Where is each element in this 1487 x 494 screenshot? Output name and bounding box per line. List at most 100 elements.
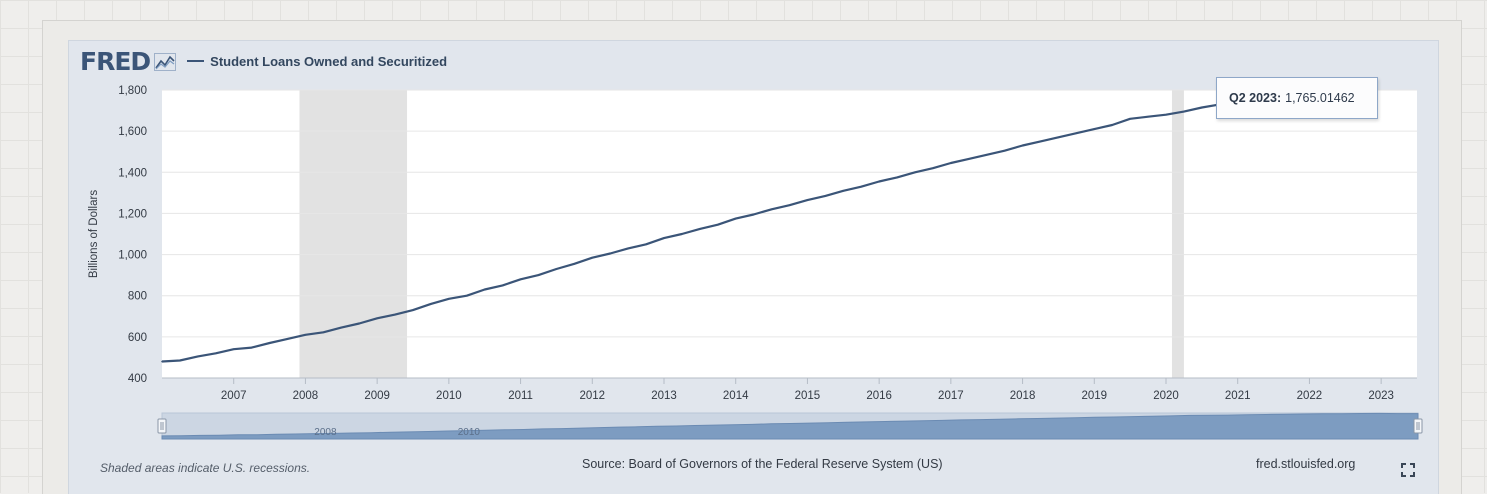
x-tick-label: 2019 — [1081, 390, 1107, 402]
fullscreen-icon[interactable] — [1401, 463, 1415, 477]
data-point — [179, 359, 181, 362]
data-point — [555, 268, 558, 270]
x-tick-label: 2011 — [508, 390, 533, 402]
data-point — [232, 348, 235, 351]
navigator-series — [161, 412, 1419, 440]
chart-header: FRED Student Loans Owned and Securitized — [80, 46, 447, 76]
data-point — [340, 326, 343, 329]
data-point — [1183, 110, 1185, 113]
data-point — [716, 223, 719, 226]
y-tick-label: 1,600 — [118, 126, 147, 138]
fred-logo[interactable]: FRED — [80, 46, 151, 76]
x-tick-label: 2016 — [866, 390, 892, 402]
navigator-label: 2010 — [458, 427, 481, 438]
navigator-handle-right[interactable] — [1413, 418, 1423, 434]
data-point — [537, 274, 540, 276]
data-point — [824, 195, 827, 197]
y-axis-label: Billions of Dollars — [88, 190, 100, 278]
series-legend-swatch — [187, 60, 205, 62]
data-point — [394, 313, 396, 316]
tooltip-label: Q2 2023: — [1229, 91, 1282, 105]
data-point — [950, 162, 952, 164]
data-point — [1129, 118, 1131, 120]
data-point — [430, 303, 432, 305]
data-point — [519, 278, 522, 281]
y-tick-label: 1,000 — [118, 250, 147, 262]
y-tick-label: 400 — [128, 373, 147, 385]
data-point — [214, 352, 217, 355]
data-point — [501, 284, 504, 287]
x-tick-label: 2021 — [1225, 390, 1251, 402]
data-point — [985, 154, 988, 156]
x-tick-label: 2013 — [651, 390, 677, 402]
data-point — [896, 176, 898, 179]
data-point — [286, 338, 289, 340]
data-point — [1111, 124, 1114, 126]
x-tick-label: 2009 — [364, 390, 390, 402]
data-point — [250, 346, 253, 349]
navigator-label: 2008 — [314, 427, 337, 438]
data-point — [268, 342, 271, 344]
x-tick-label: 2014 — [723, 390, 749, 402]
data-point — [932, 167, 934, 169]
y-tick-label: 600 — [128, 332, 147, 344]
x-tick-label: 2018 — [1010, 390, 1036, 402]
y-tick-label: 800 — [128, 291, 147, 303]
x-tick-label: 2008 — [293, 390, 319, 402]
data-point — [878, 180, 880, 183]
data-point — [788, 204, 791, 206]
y-tick-label: 1,800 — [118, 85, 147, 97]
source-link[interactable]: fred.stlouisfed.org — [1256, 457, 1356, 471]
data-point — [448, 298, 450, 300]
data-point — [483, 288, 486, 291]
data-tooltip: Q2 2023: 1,765.01462 — [1216, 77, 1378, 119]
y-tick-label: 1,200 — [118, 208, 147, 220]
data-point — [1039, 140, 1042, 143]
data-point — [699, 228, 701, 230]
tooltip-value: 1,765.01462 — [1285, 91, 1355, 105]
data-point — [161, 360, 163, 363]
data-point — [1201, 106, 1203, 109]
data-point — [770, 208, 773, 211]
fred-logo-chart-icon — [154, 53, 177, 71]
data-point — [1021, 144, 1024, 147]
data-point — [752, 213, 755, 216]
navigator-handle-left[interactable] — [157, 418, 167, 434]
data-point — [358, 322, 361, 325]
data-point — [645, 243, 647, 246]
data-point — [967, 158, 970, 160]
data-point — [465, 294, 468, 297]
data-point — [197, 355, 199, 358]
x-tick-label: 2015 — [795, 390, 821, 402]
recession-band — [1171, 90, 1184, 378]
series-title[interactable]: Student Loans Owned and Securitized — [210, 53, 448, 69]
data-point — [1147, 115, 1149, 118]
data-point — [609, 252, 612, 255]
x-tick-label: 2022 — [1297, 390, 1323, 402]
data-point — [573, 263, 576, 265]
x-tick-label: 2012 — [579, 390, 605, 402]
x-tick-label: 2020 — [1153, 390, 1179, 402]
y-tick-label: 1,400 — [118, 167, 147, 179]
data-point — [1057, 136, 1060, 139]
data-point — [412, 309, 414, 311]
data-point — [663, 237, 665, 239]
data-point — [734, 217, 737, 220]
data-point — [860, 185, 863, 188]
data-point — [591, 256, 594, 259]
data-point — [842, 190, 845, 192]
data-point — [322, 331, 325, 334]
data-point — [627, 247, 629, 250]
data-point — [1003, 149, 1006, 152]
data-point — [681, 233, 683, 235]
data-point — [1075, 132, 1078, 134]
data-point — [1093, 128, 1096, 130]
recession-band — [299, 90, 408, 378]
x-tick-label: 2023 — [1368, 390, 1394, 402]
data-point — [806, 199, 809, 201]
data-point — [376, 317, 378, 320]
data-point — [1165, 113, 1167, 116]
data-point — [304, 334, 307, 336]
x-tick-label: 2017 — [938, 390, 964, 402]
